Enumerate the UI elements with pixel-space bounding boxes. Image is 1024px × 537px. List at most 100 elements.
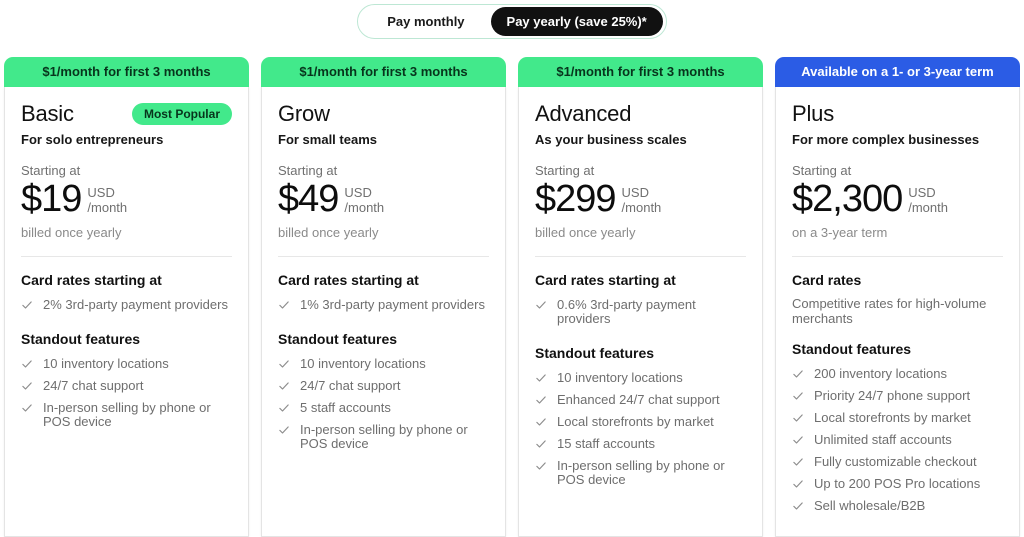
billing-note: billed once yearly	[21, 225, 122, 240]
feature-item: 24/7 chat support	[278, 375, 489, 397]
check-icon	[22, 382, 32, 390]
plan-price: $19	[21, 178, 82, 220]
plan-price: $2,300	[792, 178, 903, 220]
feature-item: 15 staff accounts	[535, 433, 746, 455]
check-icon	[536, 301, 546, 309]
plan-card-plus: Available on a 1- or 3-year term Plus Fo…	[775, 57, 1020, 537]
billing-toggle: Pay monthly Pay yearly (save 25%)*	[357, 4, 667, 39]
feature-item: In-person selling by phone or POS device	[278, 419, 489, 455]
feature-item: 200 inventory locations	[792, 363, 1003, 385]
features-list: 10 inventory locations Enhanced 24/7 chat…	[535, 367, 746, 491]
check-icon	[536, 418, 546, 426]
plan-name: Advanced	[535, 101, 632, 126]
divider	[535, 256, 746, 257]
currency-label: USD	[908, 185, 936, 200]
feature-item: 10 inventory locations	[21, 353, 232, 375]
check-icon	[279, 404, 289, 412]
price-row: $19 USD/month	[21, 180, 232, 218]
starting-at-label: Starting at	[535, 163, 595, 178]
plan-tagline: As your business scales	[535, 132, 687, 147]
standout-features-heading: Standout features	[792, 341, 912, 357]
period-label: /month	[621, 200, 662, 215]
billing-toggle-wrap: Pay monthly Pay yearly (save 25%)*	[0, 4, 1024, 39]
feature-text: 15 staff accounts	[557, 436, 656, 451]
plan-name: Grow	[278, 101, 330, 126]
feature-item: Unlimited staff accounts	[792, 429, 1003, 451]
check-icon	[536, 462, 546, 470]
check-icon	[22, 360, 32, 368]
feature-text: In-person selling by phone or POS device	[557, 458, 725, 487]
billing-note: on a 3-year term	[792, 225, 888, 240]
feature-item: Local storefronts by market	[535, 411, 746, 433]
card-rates-list: 2% 3rd-party payment providers	[21, 294, 232, 316]
feature-text: Fully customizable checkout	[814, 454, 977, 469]
divider	[278, 256, 489, 257]
feature-text: Local storefronts by market	[557, 414, 714, 429]
most-popular-badge: Most Popular	[131, 103, 232, 125]
plan-tagline: For more complex businesses	[792, 132, 980, 147]
plan-name: Plus	[792, 101, 834, 126]
plan-name: Basic	[21, 101, 74, 126]
plan-tagline: For solo entrepreneurs	[21, 132, 164, 147]
feature-item: Sell wholesale/B2B	[792, 495, 1003, 517]
starting-at-label: Starting at	[792, 163, 852, 178]
check-icon	[793, 414, 803, 422]
price-row: $299 USD/month	[535, 180, 746, 218]
check-icon	[279, 301, 289, 309]
starting-at-label: Starting at	[21, 163, 81, 178]
feature-text: 10 inventory locations	[300, 356, 426, 371]
feature-item: Priority 24/7 phone support	[792, 385, 1003, 407]
card-rates-note: Competitive rates for high-volume mercha…	[792, 296, 987, 326]
check-icon	[536, 374, 546, 382]
pay-monthly-option[interactable]: Pay monthly	[387, 14, 465, 29]
feature-item: 10 inventory locations	[535, 367, 746, 389]
promo-banner: $1/month for first 3 months	[261, 57, 506, 87]
feature-text: Sell wholesale/B2B	[814, 498, 926, 513]
currency-label: USD	[344, 185, 372, 200]
features-list: 200 inventory locations Priority 24/7 pho…	[792, 363, 1003, 517]
feature-item: Fully customizable checkout	[792, 451, 1003, 473]
plan-card-advanced: $1/month for first 3 months Advanced As …	[518, 57, 763, 537]
card-rates-list: 1% 3rd-party payment providers	[278, 294, 489, 316]
price-row: $49 USD/month	[278, 180, 489, 218]
check-icon	[793, 502, 803, 510]
card-rates-heading: Card rates	[792, 272, 862, 288]
period-label: /month	[344, 200, 385, 215]
feature-item: 2% 3rd-party payment providers	[21, 294, 232, 316]
promo-banner: Available on a 1- or 3-year term	[775, 57, 1020, 87]
standout-features-heading: Standout features	[21, 331, 141, 347]
billing-note: billed once yearly	[278, 225, 379, 240]
check-icon	[793, 436, 803, 444]
plan-card-basic: $1/month for first 3 months Basic Most P…	[4, 57, 249, 537]
check-icon	[279, 426, 289, 434]
divider	[792, 256, 1003, 257]
feature-text: In-person selling by phone or POS device	[43, 400, 211, 429]
billing-note: billed once yearly	[535, 225, 636, 240]
feature-text: Unlimited staff accounts	[814, 432, 952, 447]
feature-item: Up to 200 POS Pro locations	[792, 473, 1003, 495]
feature-item: In-person selling by phone or POS device	[21, 397, 232, 433]
check-icon	[22, 404, 32, 412]
promo-banner: $1/month for first 3 months	[518, 57, 763, 87]
period-label: /month	[87, 200, 128, 215]
feature-text: 24/7 chat support	[300, 378, 401, 393]
feature-item: In-person selling by phone or POS device	[535, 455, 746, 491]
standout-features-heading: Standout features	[535, 345, 655, 361]
divider	[21, 256, 232, 257]
card-rates-heading: Card rates starting at	[535, 272, 676, 288]
feature-text: 200 inventory locations	[814, 366, 947, 381]
feature-item: Local storefronts by market	[792, 407, 1003, 429]
feature-item: 1% 3rd-party payment providers	[278, 294, 489, 316]
plan-price: $299	[535, 178, 617, 220]
check-icon	[793, 458, 803, 466]
plan-price: $49	[278, 178, 339, 220]
check-icon	[22, 301, 32, 309]
features-list: 10 inventory locations 24/7 chat support 5…	[278, 353, 489, 455]
pay-yearly-option[interactable]: Pay yearly (save 25%)*	[490, 7, 663, 36]
card-rates-heading: Card rates starting at	[278, 272, 419, 288]
plan-card-grow: $1/month for first 3 months Grow For sma…	[261, 57, 506, 537]
feature-text: Local storefronts by market	[814, 410, 971, 425]
price-row: $2,300 USD/month	[792, 180, 1003, 218]
plan-tagline: For small teams	[278, 132, 377, 147]
feature-item: 24/7 chat support	[21, 375, 232, 397]
